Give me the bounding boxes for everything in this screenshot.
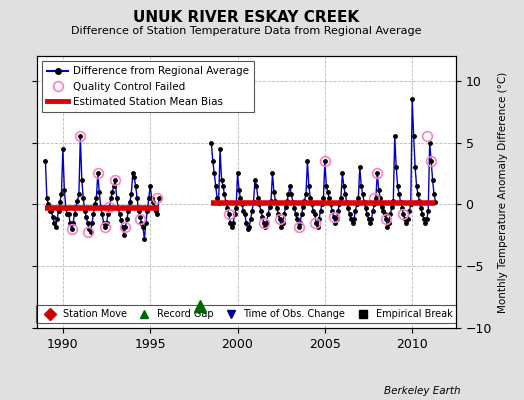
- Text: Berkeley Earth: Berkeley Earth: [385, 386, 461, 396]
- Legend: Station Move, Record Gap, Time of Obs. Change, Empirical Break: Station Move, Record Gap, Time of Obs. C…: [36, 305, 456, 323]
- Text: Difference of Station Temperature Data from Regional Average: Difference of Station Temperature Data f…: [71, 26, 421, 36]
- Y-axis label: Monthly Temperature Anomaly Difference (°C): Monthly Temperature Anomaly Difference (…: [497, 71, 508, 313]
- Text: UNUK RIVER ESKAY CREEK: UNUK RIVER ESKAY CREEK: [133, 10, 359, 25]
